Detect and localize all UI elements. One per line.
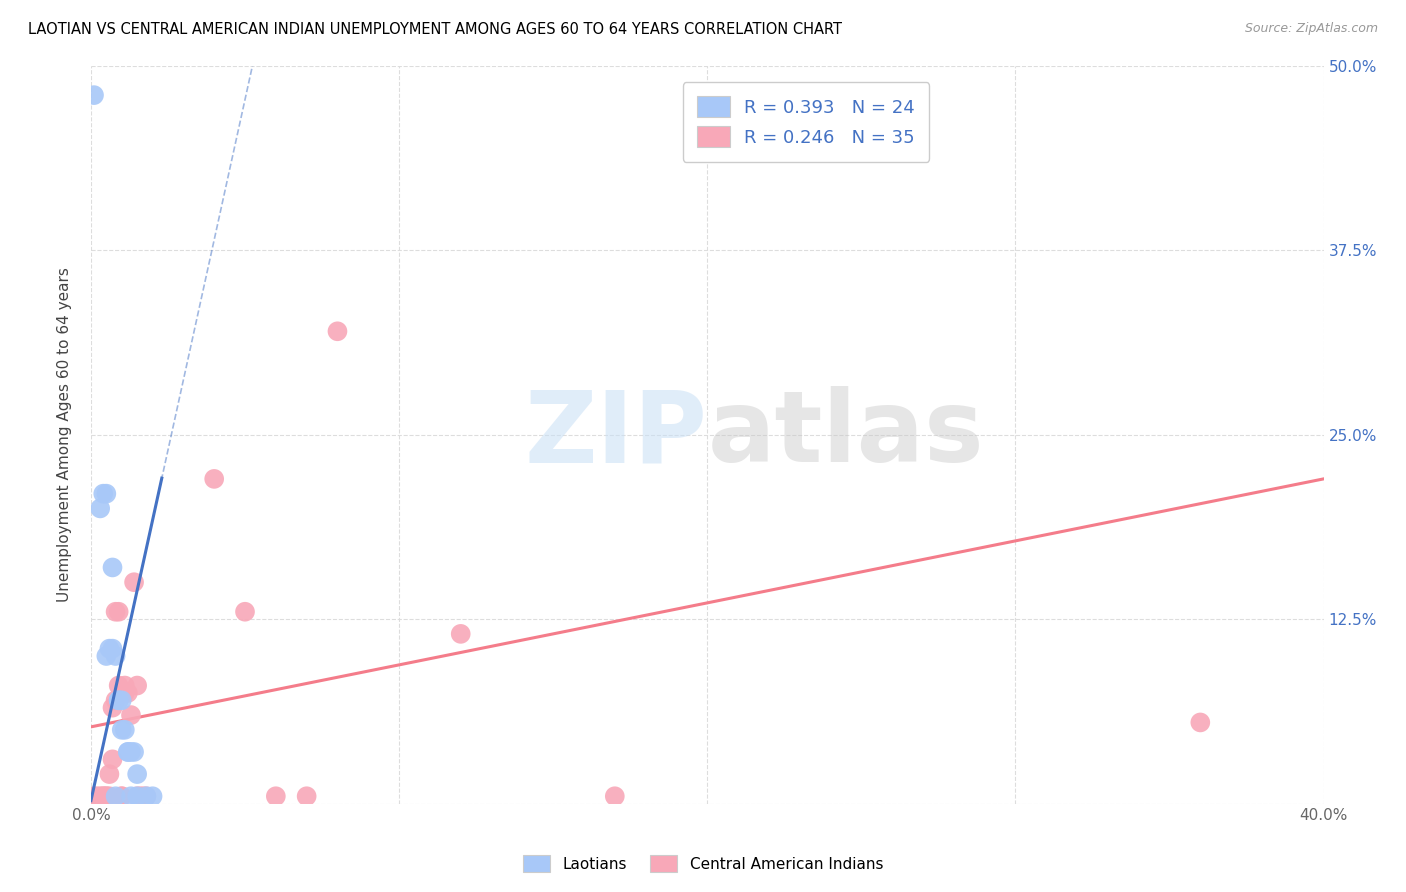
Point: [142, 789, 165, 804]
Point: [89, 501, 111, 516]
Point: [111, 693, 134, 707]
Point: [89, 789, 111, 804]
Point: [326, 324, 349, 338]
Point: [96, 789, 118, 804]
Point: [117, 686, 139, 700]
Point: [1189, 715, 1212, 730]
Point: [86, 789, 108, 804]
Point: [101, 641, 124, 656]
Point: [101, 752, 124, 766]
Point: [104, 605, 127, 619]
Point: [129, 789, 152, 804]
Point: [120, 708, 142, 723]
Point: [96, 648, 118, 663]
Point: [107, 693, 129, 707]
Point: [295, 789, 318, 804]
Point: [111, 723, 134, 737]
Point: [98, 767, 121, 781]
Point: [603, 789, 626, 804]
Point: [120, 745, 142, 759]
Point: [91, 486, 114, 500]
Point: [96, 789, 118, 804]
Point: [111, 789, 134, 804]
Point: [91, 789, 114, 804]
Point: [117, 745, 139, 759]
Legend: Laotians, Central American Indians: Laotians, Central American Indians: [515, 847, 891, 880]
Text: ZIP: ZIP: [524, 386, 707, 483]
Legend: R = 0.393   N = 24, R = 0.246   N = 35: R = 0.393 N = 24, R = 0.246 N = 35: [682, 82, 929, 161]
Point: [104, 789, 127, 804]
Point: [127, 767, 149, 781]
Text: atlas: atlas: [707, 386, 984, 483]
Point: [202, 472, 225, 486]
Point: [117, 745, 139, 759]
Point: [132, 789, 155, 804]
Point: [98, 789, 121, 804]
Point: [107, 605, 129, 619]
Point: [91, 789, 114, 804]
Point: [101, 560, 124, 574]
Point: [122, 745, 145, 759]
Point: [233, 605, 256, 619]
Point: [83, 88, 105, 103]
Point: [83, 789, 105, 804]
Text: Source: ZipAtlas.com: Source: ZipAtlas.com: [1244, 22, 1378, 36]
Point: [135, 789, 157, 804]
Point: [98, 641, 121, 656]
Point: [114, 679, 136, 693]
Point: [127, 679, 149, 693]
Text: LAOTIAN VS CENTRAL AMERICAN INDIAN UNEMPLOYMENT AMONG AGES 60 TO 64 YEARS CORREL: LAOTIAN VS CENTRAL AMERICAN INDIAN UNEMP…: [28, 22, 842, 37]
Point: [107, 693, 129, 707]
Point: [114, 686, 136, 700]
Point: [122, 575, 145, 590]
Point: [264, 789, 287, 804]
Point: [135, 789, 157, 804]
Point: [127, 789, 149, 804]
Point: [107, 679, 129, 693]
Point: [450, 627, 472, 641]
Point: [104, 648, 127, 663]
Point: [111, 789, 134, 804]
Point: [104, 693, 127, 707]
Point: [120, 789, 142, 804]
Y-axis label: Unemployment Among Ages 60 to 64 years: Unemployment Among Ages 60 to 64 years: [58, 268, 72, 602]
Point: [101, 700, 124, 714]
Point: [114, 723, 136, 737]
Point: [127, 789, 149, 804]
Point: [96, 486, 118, 500]
